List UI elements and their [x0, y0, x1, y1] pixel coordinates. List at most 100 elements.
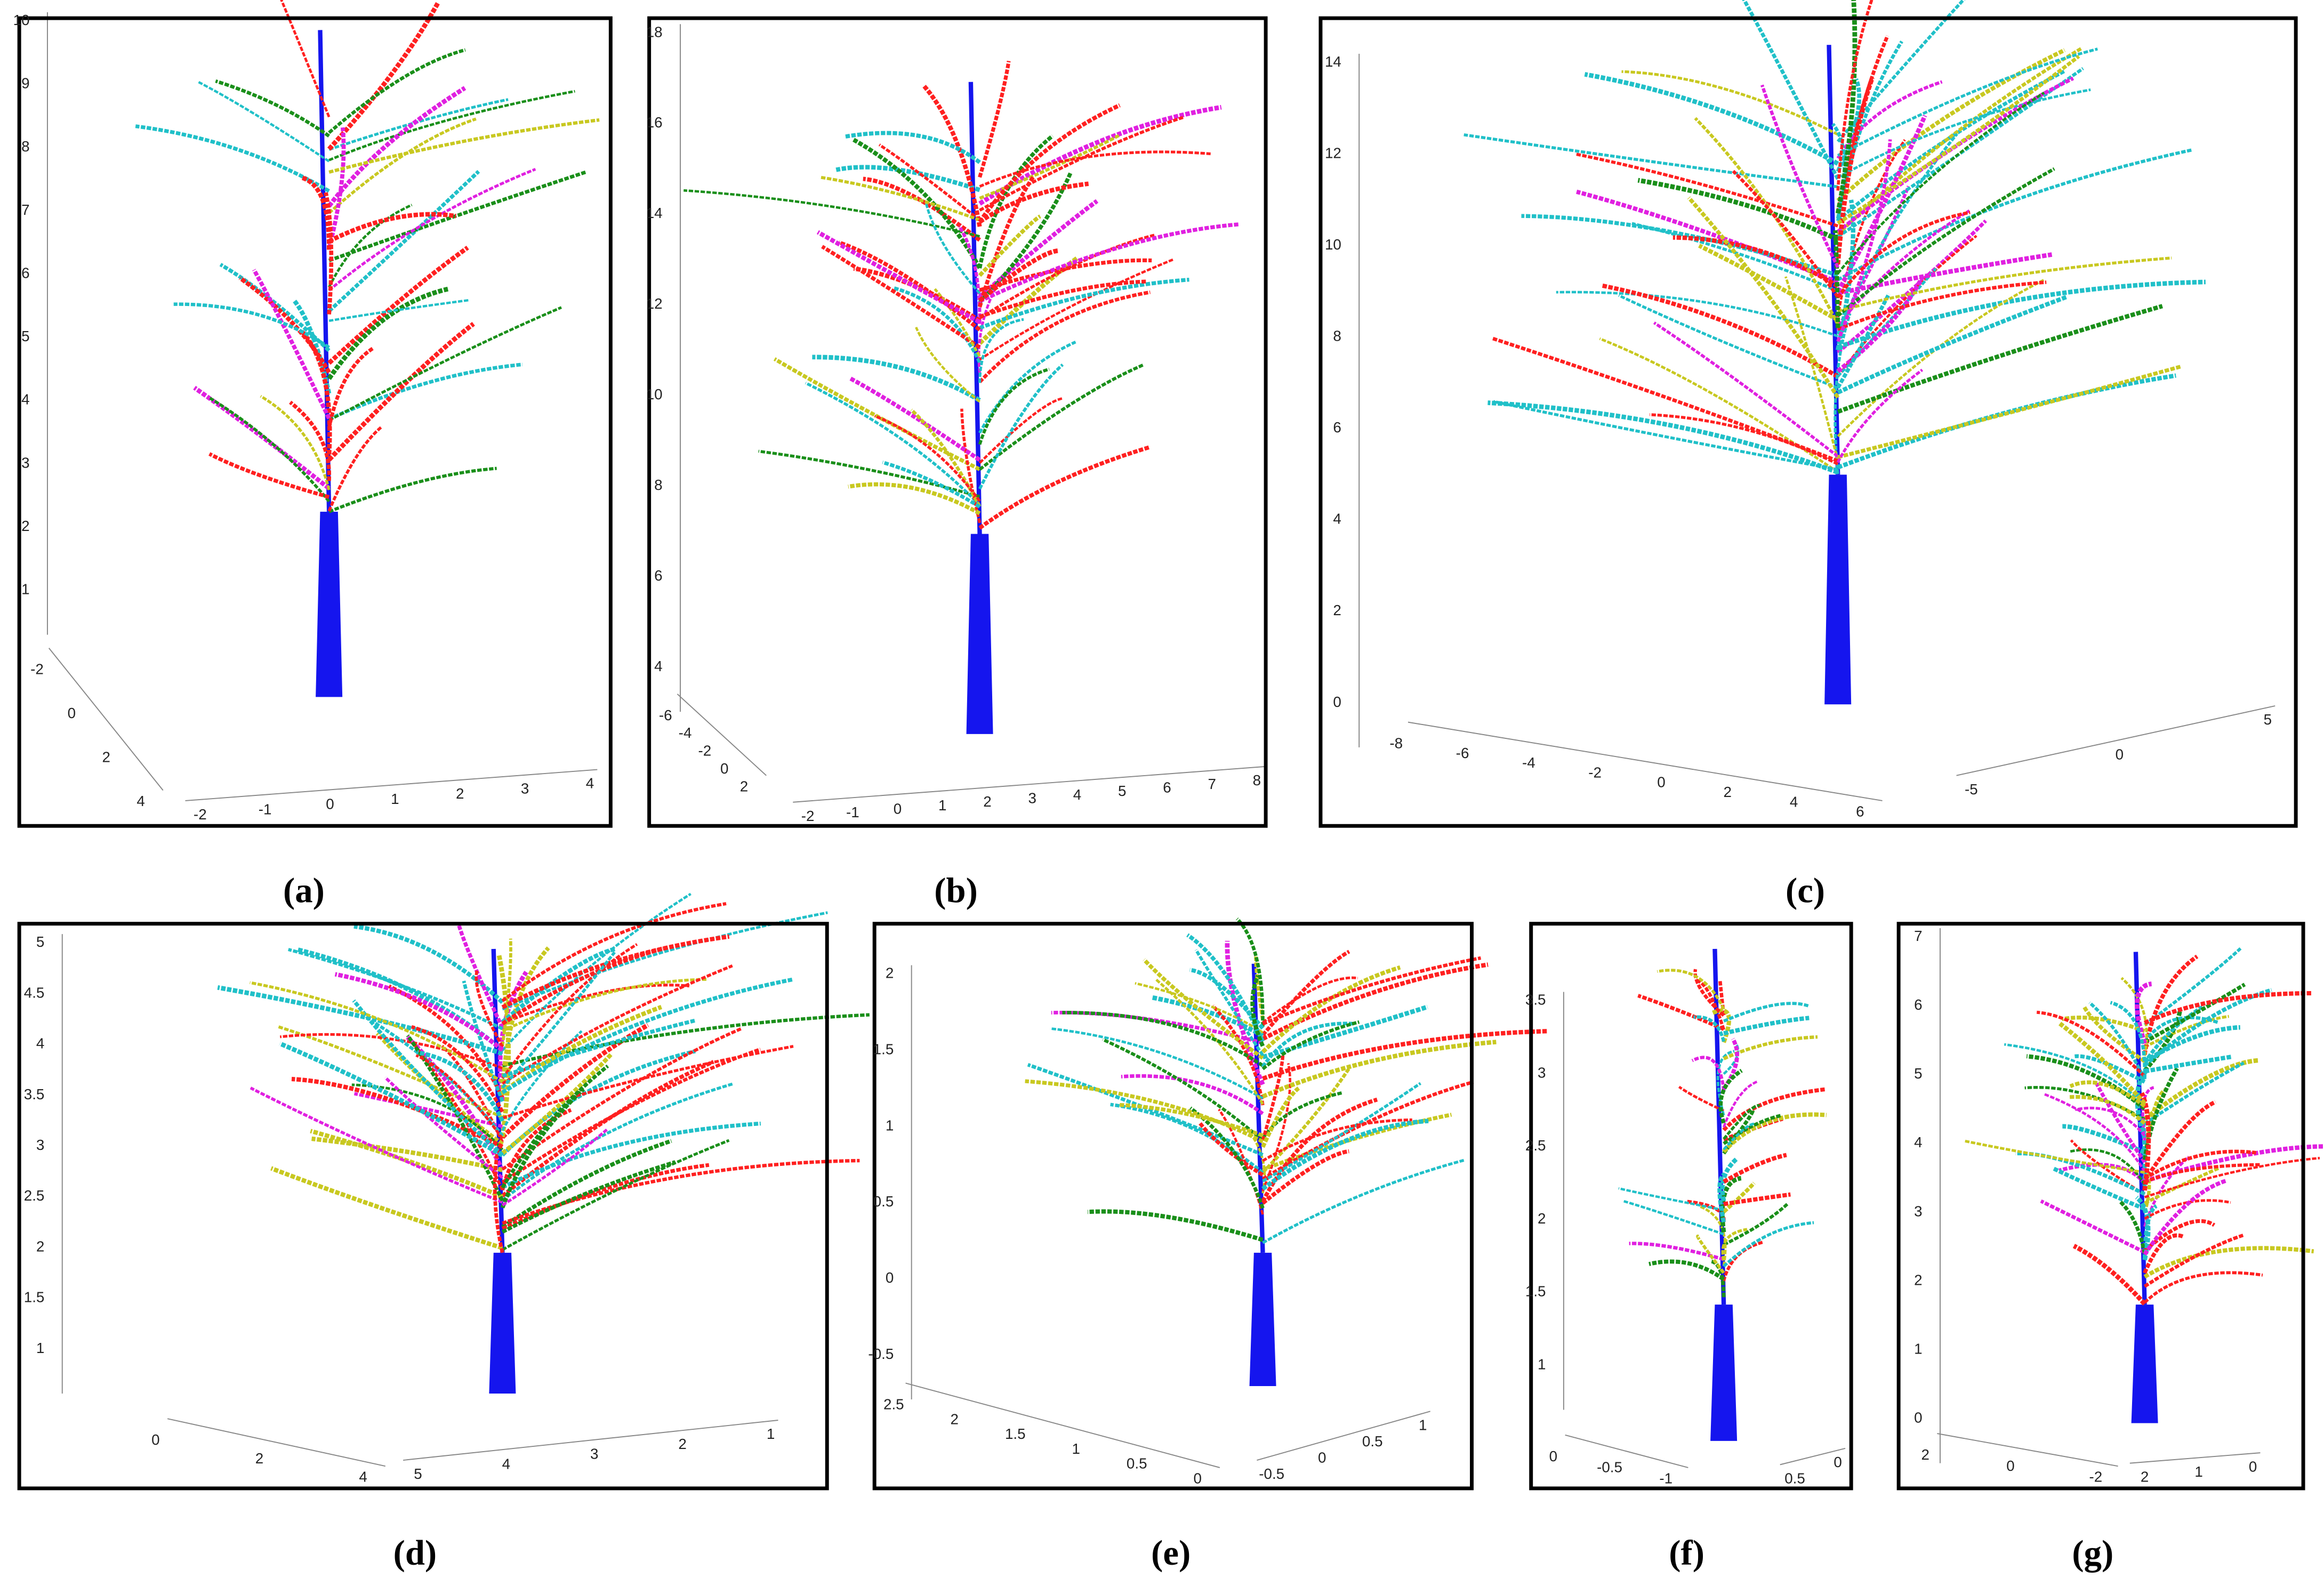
tick-label: 4 [502, 1455, 510, 1472]
branch [978, 363, 1144, 471]
trunk [2131, 1305, 2158, 1423]
tick-label: 0 [1549, 1448, 1557, 1464]
tick-label: 0 [2006, 1458, 2014, 1474]
branch [978, 363, 1064, 490]
branch [327, 286, 449, 380]
tick-label: 2 [21, 518, 29, 534]
branch [1837, 252, 2053, 296]
tick-label: 2 [1921, 1446, 1929, 1463]
branch [1831, 123, 1846, 219]
branch [2120, 977, 2148, 1056]
tick-label: 0 [326, 796, 334, 812]
tick-label: -2 [1588, 764, 1602, 780]
branch [501, 1128, 608, 1206]
branch [878, 143, 981, 221]
branch [2144, 1054, 2233, 1074]
branch [501, 938, 512, 1046]
branch [1262, 956, 1482, 1026]
branch [1722, 1181, 1756, 1213]
tick-label: 10 [13, 12, 30, 28]
branch [1250, 975, 1265, 1047]
branch [501, 902, 727, 1002]
branch [217, 985, 503, 1056]
branch [501, 1163, 710, 1230]
tick-label: -2 [194, 806, 207, 823]
branch [1836, 0, 1966, 143]
branch [270, 1166, 503, 1250]
branch [845, 131, 981, 164]
tick-label: 4 [359, 1469, 367, 1485]
branch [384, 1076, 504, 1179]
tick-label: 0 [68, 705, 76, 721]
branch [978, 171, 1073, 304]
branch [415, 1054, 504, 1140]
branch [501, 1160, 676, 1234]
tick-label: -6 [659, 707, 672, 723]
branch [502, 911, 828, 1011]
trunk [1824, 474, 1852, 705]
tick-label: 4 [1333, 511, 1341, 527]
axis-line [677, 694, 767, 776]
axis-line [793, 766, 1265, 803]
branch [209, 397, 331, 503]
tick-label: 3 [1538, 1064, 1546, 1081]
tick-label: 0 [1318, 1450, 1326, 1466]
branch [853, 266, 981, 323]
tick-label: 1.5 [1005, 1426, 1026, 1442]
tick-label: 2 [36, 1238, 44, 1254]
branch [2052, 1166, 2146, 1211]
tick-label: 1 [1914, 1340, 1922, 1357]
trunk [966, 534, 993, 734]
branch [1837, 54, 2080, 225]
branch [135, 124, 330, 193]
tick-label: 14 [1325, 53, 1341, 70]
branch [1262, 1118, 1412, 1162]
branch [2040, 1199, 2146, 1254]
branch [978, 340, 1076, 434]
branch [1621, 70, 1839, 136]
branch [501, 964, 733, 1085]
branch [910, 408, 982, 508]
panel: 10 9 8 7 6 5 4 3 2 1 -2 0 2 4 -2 -1 0 1 2 3 4 (a) [13, 0, 613, 910]
tick-label: 1.5 [1525, 1283, 1546, 1300]
branch [1262, 1029, 1547, 1081]
branch [1836, 368, 1924, 463]
branch [500, 946, 550, 1096]
branch [1710, 1259, 1726, 1298]
tick-label: 5 [36, 933, 44, 950]
tick-label: 3.5 [24, 1086, 45, 1102]
branch [1087, 1209, 1264, 1242]
branch [1119, 1102, 1264, 1138]
branch [2140, 1092, 2151, 1191]
tick-label: 0 [1834, 1454, 1841, 1470]
branch [2143, 1233, 2244, 1288]
branch [1492, 336, 1839, 463]
tick-label: -4 [1522, 754, 1535, 771]
tick-label: 12 [646, 295, 663, 312]
branch [1261, 1097, 1378, 1203]
branch [501, 1139, 672, 1229]
branch [1836, 69, 2065, 222]
branch [1837, 280, 2047, 331]
branch [250, 1086, 503, 1204]
branch [1722, 1087, 1827, 1132]
branch [250, 981, 503, 1083]
branch [979, 279, 1147, 319]
tick-label: 0 [1657, 774, 1665, 791]
tick-label: 0.5 [1127, 1455, 1147, 1472]
tick-label: 0.5 [1784, 1470, 1805, 1487]
tick-label: 4.5 [24, 984, 45, 1001]
panel: 3.5 3 2.5 2 1.5 1 0 -0.5 -1 0.5 0 (f) [1525, 922, 1853, 1573]
tick-label: 2 [102, 749, 110, 766]
branch [1720, 1176, 1742, 1233]
branch [1198, 1121, 1264, 1177]
tick-label: -1 [1659, 1470, 1672, 1487]
branch [300, 329, 332, 455]
branch [1102, 1038, 1264, 1142]
branch [1723, 1002, 1810, 1023]
axis-line [403, 1420, 778, 1461]
tick-label: -4 [679, 724, 692, 741]
branch [416, 1050, 505, 1122]
branch [2143, 1058, 2259, 1121]
